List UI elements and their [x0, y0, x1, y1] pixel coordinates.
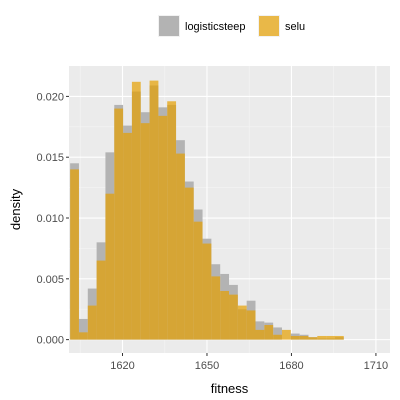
bar-selu — [255, 329, 265, 340]
y-tick-label: 0.020 — [36, 91, 64, 103]
bar-selu — [220, 290, 230, 340]
bar-selu — [290, 335, 300, 340]
y-tick-label: 0.015 — [36, 152, 64, 164]
x-tick-label: 1710 — [364, 360, 388, 372]
x-tick-label: 1680 — [279, 360, 303, 372]
bar-logisticsteep — [78, 318, 88, 340]
legend-label-selu: selu — [285, 21, 305, 33]
bar-selu — [193, 221, 203, 340]
bar-selu — [202, 243, 212, 340]
bar-selu — [123, 132, 132, 340]
bar-selu — [299, 335, 309, 340]
bar-selu — [105, 193, 115, 340]
bar-selu — [308, 337, 318, 340]
bar-selu — [158, 115, 168, 340]
y-tick-label: 0.005 — [36, 274, 64, 286]
bar-selu — [334, 335, 344, 340]
bar-selu — [264, 325, 274, 340]
legend-key-logisticsteep — [159, 16, 179, 36]
bar-selu — [237, 305, 247, 340]
y-axis-title: density — [8, 188, 23, 230]
bar-selu — [78, 332, 88, 340]
bar-selu — [184, 187, 194, 340]
bar-selu — [131, 81, 141, 340]
bar-selu — [317, 335, 327, 340]
x-axis-title: fitness — [211, 381, 249, 396]
bar-logisticsteep — [273, 327, 282, 340]
legend-key-selu — [259, 16, 279, 36]
series-selu — [70, 80, 344, 340]
bar-selu — [114, 108, 124, 340]
bar-selu — [273, 334, 282, 340]
legend-label-logisticsteep: logisticsteep — [185, 21, 246, 33]
x-tick-label: 1620 — [110, 360, 134, 372]
histogram-bars — [70, 80, 344, 340]
y-tick-label: 0.000 — [36, 335, 64, 347]
bar-selu — [167, 101, 177, 340]
bar-selu — [229, 294, 238, 340]
bar-selu — [211, 276, 221, 340]
legend: logisticsteep selu — [158, 15, 305, 37]
bar-selu — [326, 335, 335, 340]
legend-item-selu: selu — [258, 15, 305, 37]
y-tick-label: 0.010 — [36, 213, 64, 225]
x-tick-label: 1650 — [195, 360, 219, 372]
bar-selu — [149, 80, 159, 340]
bar-selu — [140, 123, 150, 340]
y-axis: 0.000 0.005 0.010 0.015 0.020 — [36, 91, 69, 347]
bar-selu — [246, 310, 256, 340]
legend-item-logisticsteep: logisticsteep — [158, 15, 246, 37]
bar-selu — [176, 153, 185, 340]
bar-selu — [96, 260, 106, 340]
bar-selu — [70, 169, 79, 340]
bar-selu — [281, 329, 291, 340]
x-axis: 1620 1650 1680 1710 — [110, 353, 388, 372]
bar-selu — [87, 305, 97, 340]
